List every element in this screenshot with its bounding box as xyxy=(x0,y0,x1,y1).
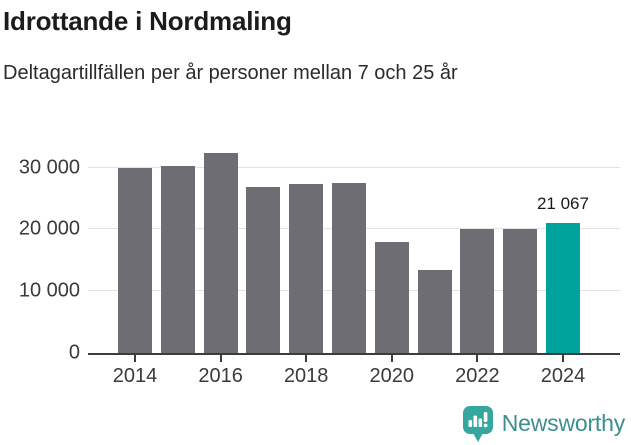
bar-slot xyxy=(503,143,538,353)
bar xyxy=(246,186,281,353)
bar-slot xyxy=(417,143,452,353)
bar xyxy=(460,228,495,353)
x-slot xyxy=(332,355,366,388)
bars-container: 21 067 xyxy=(88,143,620,353)
plot-area: 21 067 xyxy=(88,143,620,355)
x-slot xyxy=(161,355,195,388)
x-tick xyxy=(305,355,308,362)
x-slot: 2022 xyxy=(455,355,500,388)
x-tick xyxy=(561,355,564,362)
x-slot xyxy=(246,355,280,388)
x-slot xyxy=(418,355,452,388)
x-slot xyxy=(503,355,537,388)
bar-slot xyxy=(246,143,281,353)
bar xyxy=(160,166,195,353)
x-slot: 2020 xyxy=(370,355,414,388)
x-tick-label: 2022 xyxy=(455,365,500,387)
x-tick xyxy=(390,355,393,362)
x-tick-label: 2018 xyxy=(283,365,329,387)
x-tick xyxy=(219,355,222,362)
bar xyxy=(503,228,538,353)
bar-slot xyxy=(374,143,409,353)
bar-slot xyxy=(118,143,152,353)
x-slot: 2024 xyxy=(541,355,585,388)
x-tick xyxy=(476,355,479,362)
bar-slot: 21 067 xyxy=(537,143,589,353)
bar-slot xyxy=(460,143,495,353)
y-tick-label: 10 000 xyxy=(18,279,80,302)
y-axis: 0 10 000 20 000 30 000 xyxy=(0,143,88,363)
x-slot: 2014 xyxy=(113,355,157,388)
bar-slot xyxy=(289,143,324,353)
x-slot: 2016 xyxy=(198,355,243,388)
y-tick-label: 0 xyxy=(68,341,80,364)
y-tick-label: 20 000 xyxy=(18,217,80,240)
page-title: Idrottande i Nordmaling xyxy=(3,6,292,36)
y-tick-label: 30 000 xyxy=(18,156,80,179)
x-tick-label: 2014 xyxy=(112,365,158,387)
bar-chart: 0 10 000 20 000 30 000 21 067 2014 2016 2018 2… xyxy=(0,143,631,388)
chart-subtitle: Deltagartillfällen per år personer mella… xyxy=(3,62,458,84)
bar-slot xyxy=(160,143,195,353)
x-tick xyxy=(134,355,136,362)
x-tick-label: 2016 xyxy=(198,365,243,387)
bar-slot xyxy=(331,143,366,353)
newsworthy-chart-bubble-icon xyxy=(462,406,493,442)
x-axis-slots: 2014 2016 2018 2020 2022 2024 xyxy=(88,355,620,388)
bar-slot xyxy=(203,143,238,353)
bar xyxy=(289,183,324,353)
x-axis: 2014 2016 2018 2020 2022 2024 xyxy=(0,355,631,388)
bar xyxy=(545,222,580,353)
grid-line xyxy=(88,166,620,168)
x-slot: 2018 xyxy=(284,355,328,388)
bar xyxy=(374,241,409,353)
bar xyxy=(417,269,452,353)
bar xyxy=(118,168,152,353)
bar xyxy=(203,152,238,353)
x-tick-label: 2020 xyxy=(369,365,415,387)
bar xyxy=(331,182,366,353)
brand-name: Newsworthy xyxy=(501,410,625,436)
x-tick-label: 2024 xyxy=(540,365,586,387)
newsworthy-logo: Newsworthy xyxy=(462,405,625,442)
bar-value-label: 21 067 xyxy=(536,193,589,213)
